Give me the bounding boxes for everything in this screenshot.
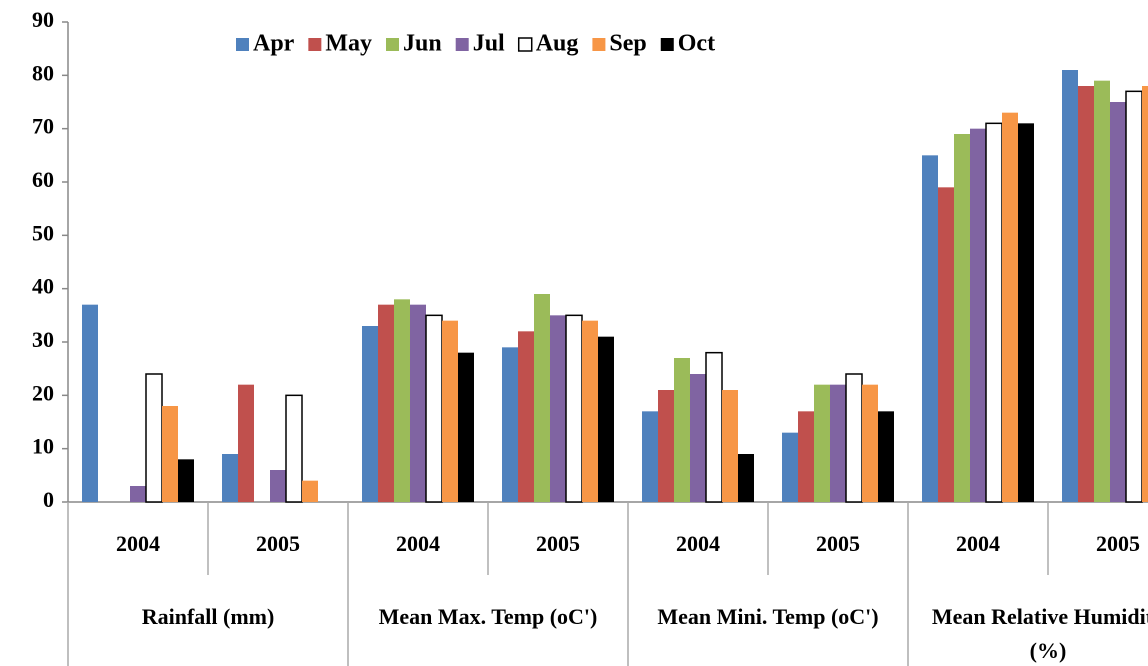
- x-tick-label: 2005: [536, 531, 580, 556]
- bar: [938, 187, 954, 503]
- bar: [270, 470, 286, 502]
- bar: [238, 384, 254, 502]
- bar: [285, 394, 303, 503]
- bar: [1018, 123, 1034, 502]
- legend-label: Apr: [253, 31, 295, 57]
- bar: [162, 406, 178, 502]
- legend-swatch: [236, 38, 249, 51]
- bar: [954, 134, 970, 502]
- legend-swatch: [592, 38, 606, 51]
- bar: [1062, 70, 1078, 502]
- bar: [302, 480, 318, 502]
- y-tick-label: 50: [32, 220, 54, 245]
- bar: [1078, 86, 1094, 502]
- bar: [518, 331, 534, 502]
- bar: [145, 373, 163, 503]
- group-label: Mean Mini. Temp (oC'): [657, 604, 879, 629]
- legend-swatch: [455, 38, 469, 51]
- y-tick-label: 80: [32, 60, 54, 85]
- legend-label: May: [325, 31, 372, 57]
- bar: [378, 304, 394, 502]
- group-label: Mean Max. Temp (oC'): [378, 604, 598, 629]
- group-label: Rainfall (mm): [141, 604, 275, 629]
- bar: [814, 384, 830, 502]
- bar: [862, 384, 878, 502]
- x-tick-label: 2005: [1096, 531, 1140, 556]
- y-tick-label: 30: [32, 327, 54, 352]
- legend-label: Jun: [403, 31, 442, 57]
- legend-swatch: [517, 37, 533, 52]
- bar: [782, 432, 798, 502]
- x-tick-label: 2004: [116, 531, 160, 556]
- y-tick-label: 0: [43, 487, 54, 512]
- x-tick-label: 2004: [676, 531, 720, 556]
- legend-label: Sep: [609, 31, 646, 57]
- y-tick-label: 90: [32, 7, 54, 32]
- bar: [642, 411, 658, 502]
- y-tick-label: 20: [32, 380, 54, 405]
- bar: [970, 128, 986, 502]
- x-tick-label: 2004: [396, 531, 440, 556]
- bar: [130, 486, 146, 502]
- x-tick-label: 2005: [256, 531, 300, 556]
- bar: [878, 411, 894, 502]
- bar: [394, 299, 410, 502]
- bar: [582, 320, 598, 502]
- legend-label: Jul: [473, 31, 505, 57]
- bar: [1125, 90, 1143, 503]
- bar: [534, 294, 550, 502]
- bar: [598, 336, 614, 502]
- bar: [738, 454, 754, 502]
- bar: [362, 326, 378, 502]
- bar: [1142, 86, 1148, 502]
- bar: [82, 304, 98, 502]
- bar: [830, 384, 846, 502]
- x-tick-label: 2004: [956, 531, 1000, 556]
- bar: [1002, 112, 1018, 503]
- bar: [410, 304, 426, 502]
- bar: [458, 352, 474, 502]
- bar: [674, 358, 690, 502]
- y-tick-label: 70: [32, 114, 54, 139]
- bar: [845, 373, 863, 503]
- bar: [722, 390, 738, 502]
- bar: [798, 411, 814, 502]
- bar: [425, 314, 443, 503]
- bar: [1110, 102, 1126, 502]
- legend-swatch: [660, 38, 674, 51]
- bar: [705, 351, 723, 503]
- bar: [178, 459, 194, 502]
- bar: [442, 320, 458, 502]
- legend-swatch: [308, 38, 322, 51]
- bar: [985, 122, 1003, 503]
- x-tick-label: 2005: [816, 531, 860, 556]
- bar: [565, 314, 583, 503]
- y-tick-label: 40: [32, 274, 54, 299]
- bar: [658, 390, 674, 502]
- bar: [690, 374, 706, 502]
- y-tick-label: 10: [32, 434, 54, 459]
- y-tick-label: 60: [32, 167, 54, 192]
- legend-label: Oct: [678, 31, 715, 57]
- bar: [222, 454, 238, 502]
- bar: [502, 347, 518, 502]
- bar: [1094, 80, 1110, 503]
- legend-label: Aug: [536, 31, 579, 57]
- legend-swatch: [386, 38, 399, 51]
- bar: [922, 155, 938, 503]
- group-label: Mean Relative Humidity (%): [931, 604, 1148, 663]
- bar: [550, 315, 566, 502]
